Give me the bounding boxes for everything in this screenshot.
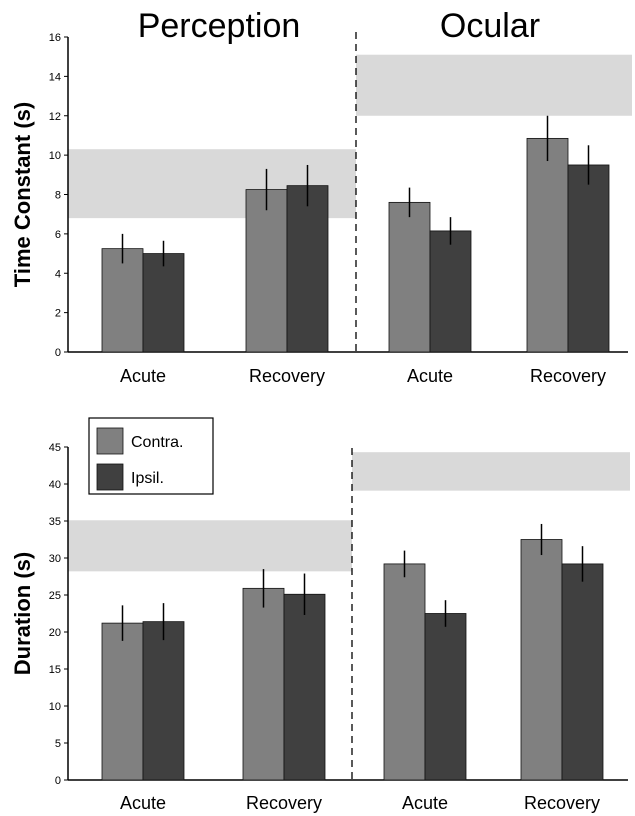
top-chart: 0 2 4 6 8 10 12 14 16 Acute Recovery Acute Recovery T… [10, 7, 632, 386]
y-axis-label: Duration (s) [10, 552, 35, 675]
x-category-label: Acute [120, 793, 166, 813]
legend-swatch-contra [96, 427, 124, 455]
y-tick-label: 40 [49, 479, 61, 491]
y-tick-label: 4 [55, 268, 61, 280]
bar-contra-recovery [520, 539, 563, 781]
x-category-label: Acute [402, 793, 448, 813]
title-ocular: Ocular [440, 7, 540, 45]
bar-ipsil-recovery [283, 593, 326, 781]
y-tick-label: 10 [49, 150, 61, 162]
y-tick-label: 12 [49, 111, 61, 123]
bar-contra-acute [388, 201, 431, 353]
bar-ipsil-acute [424, 613, 467, 781]
bar-contra-acute [101, 248, 144, 353]
y-tick-label: 25 [49, 590, 61, 602]
y-tick-label: 8 [55, 190, 61, 202]
y-tick-label: 10 [49, 701, 61, 713]
shaded-band-ocular [352, 452, 630, 491]
shaded-band-ocular [356, 54, 632, 116]
x-category-label: Acute [120, 366, 166, 386]
y-tick-label: 0 [55, 775, 61, 787]
x-category-label: Recovery [249, 366, 325, 386]
bar-contra-recovery [242, 587, 285, 781]
legend-label-contra: Contra. [131, 434, 183, 451]
y-tick-label: 6 [55, 229, 61, 241]
y-tick-label: 16 [49, 32, 61, 44]
x-category-label: Recovery [246, 793, 322, 813]
bar-contra-recovery [245, 189, 288, 353]
x-category-label: Recovery [524, 793, 600, 813]
bottom-chart: 0 5 10 15 20 25 30 35 40 45 Acute Recovery Acute Reco… [10, 417, 630, 813]
legend: Contra. Ipsil. [88, 417, 214, 495]
y-axis-label: Time Constant (s) [10, 102, 35, 287]
x-category-label: Recovery [530, 366, 606, 386]
bar-ipsil-recovery [567, 164, 610, 353]
y-tick-label: 0 [55, 347, 61, 359]
bar-ipsil-recovery [561, 563, 604, 781]
x-category-label: Acute [407, 366, 453, 386]
title-perception: Perception [138, 7, 301, 45]
shaded-band-perception [68, 520, 352, 572]
bar-contra-acute [101, 622, 144, 781]
bar-ipsil-acute [429, 230, 472, 353]
bar-ipsil-acute [142, 253, 185, 353]
y-tick-label: 2 [55, 308, 61, 320]
legend-label-ipsil: Ipsil. [131, 470, 164, 487]
bar-ipsil-recovery [286, 185, 329, 353]
y-tick-label: 35 [49, 516, 61, 528]
y-tick-label: 14 [49, 71, 61, 83]
y-tick-label: 20 [49, 627, 61, 639]
y-tick-label: 45 [49, 442, 61, 454]
y-tick-label: 30 [49, 553, 61, 565]
y-tick-label: 15 [49, 664, 61, 676]
bar-contra-recovery [526, 137, 569, 353]
bar-contra-acute [383, 563, 426, 781]
bar-ipsil-acute [142, 621, 185, 781]
y-tick-label: 5 [55, 738, 61, 750]
legend-swatch-ipsil [96, 463, 124, 491]
